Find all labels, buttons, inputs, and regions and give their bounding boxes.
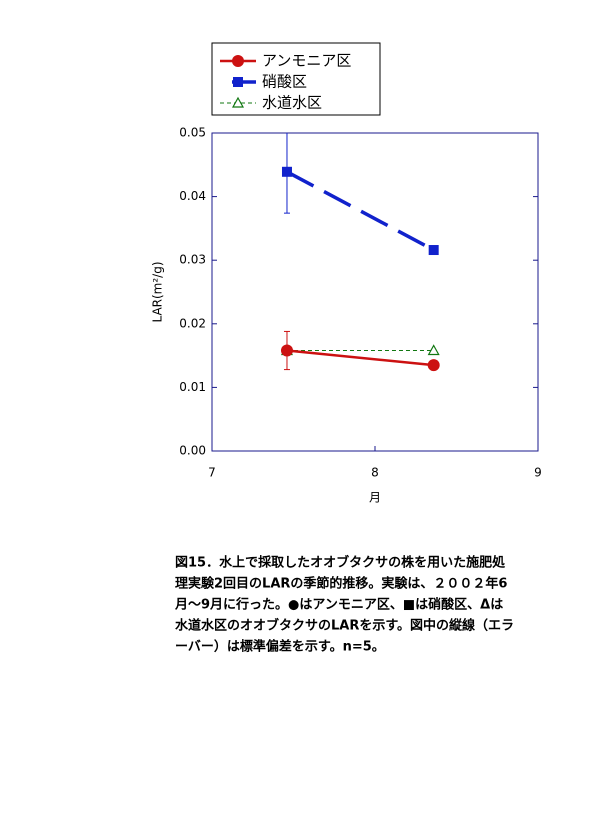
plot-frame <box>211 132 539 452</box>
legend-label: 水道水区 <box>262 94 322 112</box>
caption-line: 理実験2回目のLARの季節的推移。実験は、２００２年6 <box>175 576 507 592</box>
legend-marker <box>231 96 245 108</box>
marker <box>427 359 440 372</box>
marker <box>428 245 439 256</box>
legend-marker <box>233 77 243 87</box>
x-tick-label: 9 <box>534 466 542 480</box>
series-line <box>286 349 434 367</box>
marker <box>280 344 293 357</box>
marker <box>281 166 292 177</box>
x-tick-label: 7 <box>208 466 216 480</box>
marker <box>427 344 440 356</box>
y-tick-label: 0.01 <box>179 380 206 394</box>
legend-label: 硝酸区 <box>262 73 307 91</box>
series-line <box>286 170 435 252</box>
caption-line: 図15．水上で採取したオオブタクサの株を用いた施肥処 <box>175 555 506 571</box>
y-tick-label: 0.00 <box>179 444 206 458</box>
y-axis-label: LAR(m²/g) <box>151 261 165 322</box>
y-tick-label: 0.02 <box>179 316 206 330</box>
legend-label: アンモニア区 <box>262 52 351 70</box>
legend-marker <box>232 55 244 67</box>
y-tick-label: 0.03 <box>179 253 206 267</box>
x-tick-label: 8 <box>371 466 379 480</box>
y-tick-label: 0.05 <box>179 126 206 140</box>
x-axis-label: 月 <box>369 491 381 505</box>
caption-line: 水道水区のオオブタクサのLARを示す。図中の縦線（エラ <box>175 618 514 634</box>
y-tick-label: 0.04 <box>179 189 206 203</box>
caption-line: ーバー）は標準偏差を示す。n=5。 <box>175 639 385 655</box>
caption-line: 月～9月に行った。●はアンモニア区、■は硝酸区、Δは <box>174 597 503 613</box>
